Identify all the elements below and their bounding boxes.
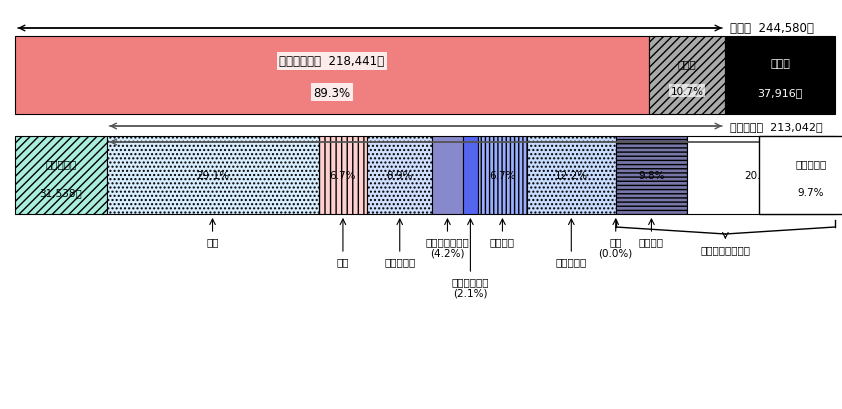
Text: 消費支出  250,959円: 消費支出 250,959円 <box>840 138 842 148</box>
Text: 31,538円: 31,538円 <box>40 188 83 198</box>
Text: 食料: 食料 <box>206 236 219 246</box>
Text: 不足分: 不足分 <box>770 59 790 69</box>
Text: 29.1%: 29.1% <box>196 171 229 180</box>
Bar <box>527 137 616 214</box>
Text: 教養娯楽: 教養娯楽 <box>639 236 664 246</box>
Bar <box>687 137 835 214</box>
Text: 可処分所得  213,042円: 可処分所得 213,042円 <box>730 122 823 132</box>
Bar <box>367 137 432 214</box>
Text: 89.3%: 89.3% <box>313 86 350 99</box>
Bar <box>759 137 842 214</box>
Text: 教育
(0.0%): 教育 (0.0%) <box>599 236 633 258</box>
Text: うち交際費: うち交際費 <box>795 159 826 169</box>
Text: 社会保障給付  218,441円: 社会保障給付 218,441円 <box>280 55 385 68</box>
Text: 家具・家事用品
(4.2%): 家具・家事用品 (4.2%) <box>425 236 469 258</box>
Text: 37,916円: 37,916円 <box>757 88 802 98</box>
Text: 保健医療: 保健医療 <box>490 236 515 246</box>
Text: 交通・通信: 交通・通信 <box>556 256 587 266</box>
Text: 非消費支出: 非消費支出 <box>45 159 77 169</box>
Bar <box>463 137 478 214</box>
Text: 9.8%: 9.8% <box>638 171 664 180</box>
Text: 光熱・水道: 光熱・水道 <box>384 256 415 266</box>
Text: 9.7%: 9.7% <box>797 188 824 198</box>
Bar <box>478 137 527 214</box>
Bar <box>649 37 725 115</box>
Text: 被服及び履物
(2.1%): 被服及び履物 (2.1%) <box>451 276 489 298</box>
Text: 10.7%: 10.7% <box>670 86 704 97</box>
Text: 実収入  244,580円: 実収入 244,580円 <box>730 22 814 36</box>
Bar <box>15 137 107 214</box>
Text: 20.3%: 20.3% <box>744 171 777 180</box>
Bar <box>432 137 463 214</box>
Bar <box>318 137 367 214</box>
Text: 12.2%: 12.2% <box>555 171 588 180</box>
Bar <box>725 37 835 115</box>
Text: 8.9%: 8.9% <box>386 171 413 180</box>
Text: その他の消費支出: その他の消費支出 <box>701 245 750 254</box>
Text: 住居: 住居 <box>337 256 349 266</box>
Bar <box>15 37 649 115</box>
Text: その他: その他 <box>678 59 696 69</box>
Bar <box>107 137 318 214</box>
Text: 6.7%: 6.7% <box>330 171 356 180</box>
Text: 6.7%: 6.7% <box>489 171 515 180</box>
Bar <box>616 137 687 214</box>
